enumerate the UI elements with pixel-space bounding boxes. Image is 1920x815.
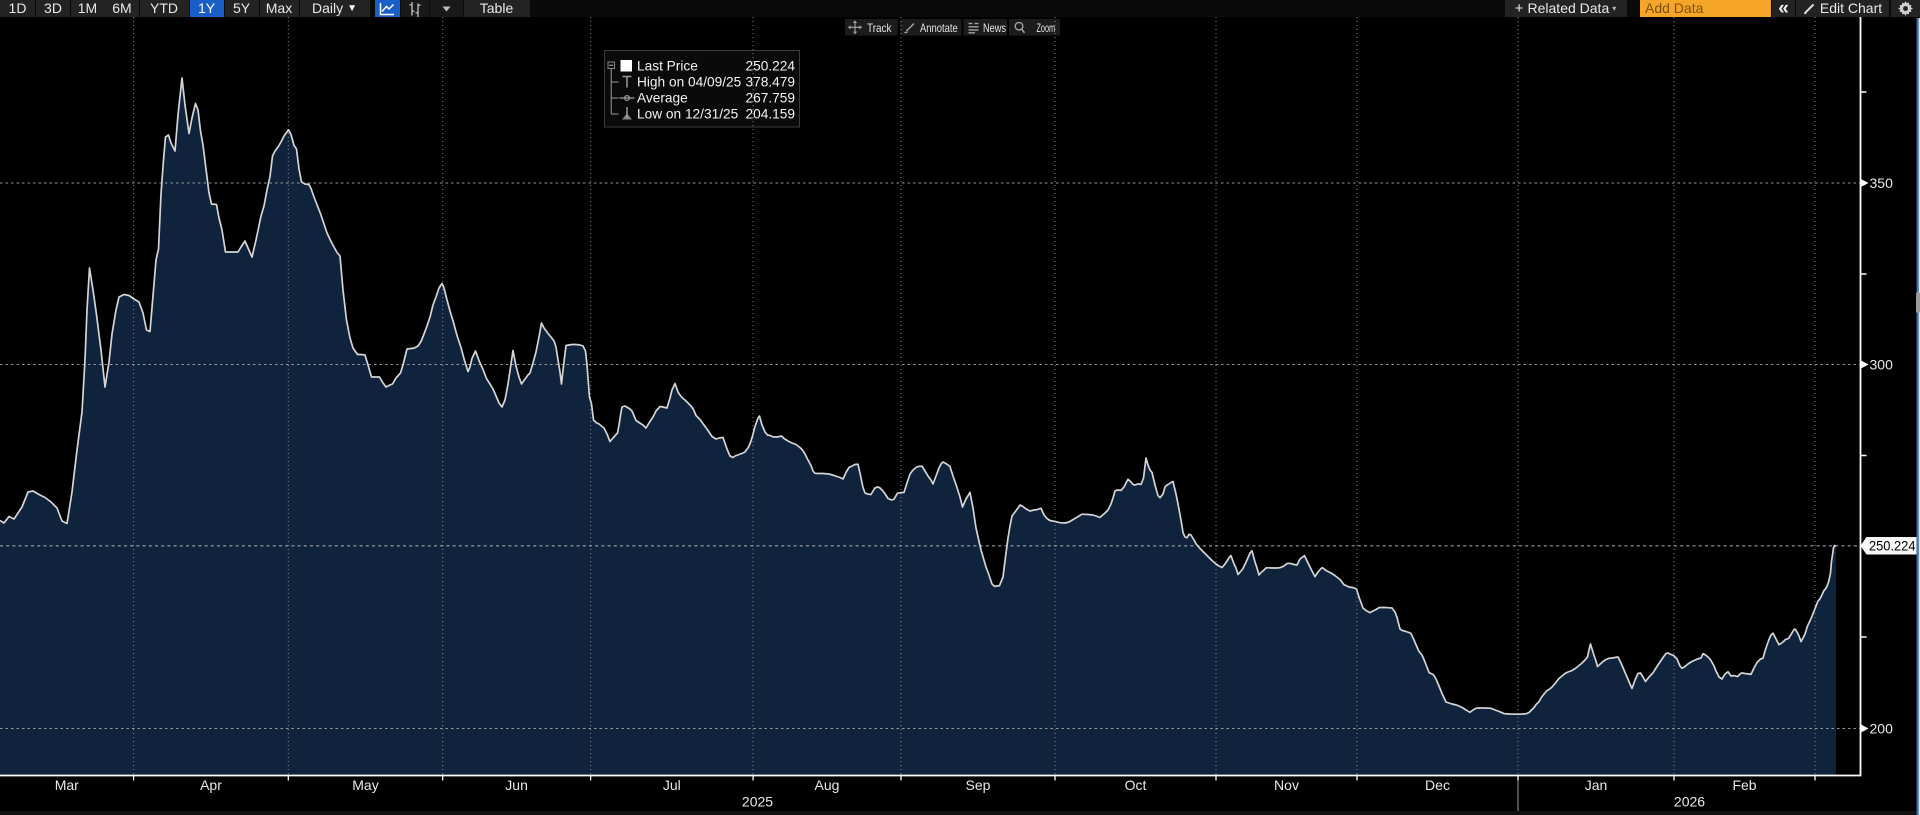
svg-text:350: 350 [1870, 175, 1894, 191]
svg-text:Zoom: Zoom [1037, 21, 1056, 35]
svg-text:Average: Average [637, 91, 688, 106]
svg-text:News: News [983, 21, 1006, 35]
svg-text:Sep: Sep [966, 777, 991, 793]
svg-text:Annotate: Annotate [920, 21, 958, 35]
svg-text:300: 300 [1870, 357, 1894, 373]
svg-text:Dec: Dec [1425, 777, 1450, 793]
svg-text:Track: Track [867, 21, 892, 35]
svg-text:Jul: Jul [663, 777, 681, 793]
svg-text:2025: 2025 [742, 794, 773, 810]
svg-text:Last Price: Last Price [637, 59, 698, 74]
svg-text:High on 04/09/25: High on 04/09/25 [637, 75, 742, 90]
svg-text:378.479: 378.479 [746, 75, 795, 90]
svg-text:204.159: 204.159 [746, 107, 795, 122]
svg-text:Jan: Jan [1585, 777, 1608, 793]
svg-text:Apr: Apr [200, 777, 222, 793]
svg-text:Jun: Jun [505, 777, 528, 793]
svg-text:Nov: Nov [1274, 777, 1299, 793]
svg-text:200: 200 [1870, 721, 1894, 737]
svg-text:250.224: 250.224 [746, 59, 796, 74]
svg-text:267.759: 267.759 [746, 91, 795, 106]
svg-text:250.224: 250.224 [1869, 539, 1916, 554]
svg-text:May: May [352, 777, 378, 793]
svg-text:2026: 2026 [1674, 794, 1705, 810]
svg-text:Aug: Aug [815, 777, 840, 793]
svg-text:Low on 12/31/25: Low on 12/31/25 [637, 107, 739, 122]
svg-text:Feb: Feb [1732, 777, 1756, 793]
svg-text:Oct: Oct [1125, 777, 1147, 793]
svg-text:Mar: Mar [55, 777, 79, 793]
